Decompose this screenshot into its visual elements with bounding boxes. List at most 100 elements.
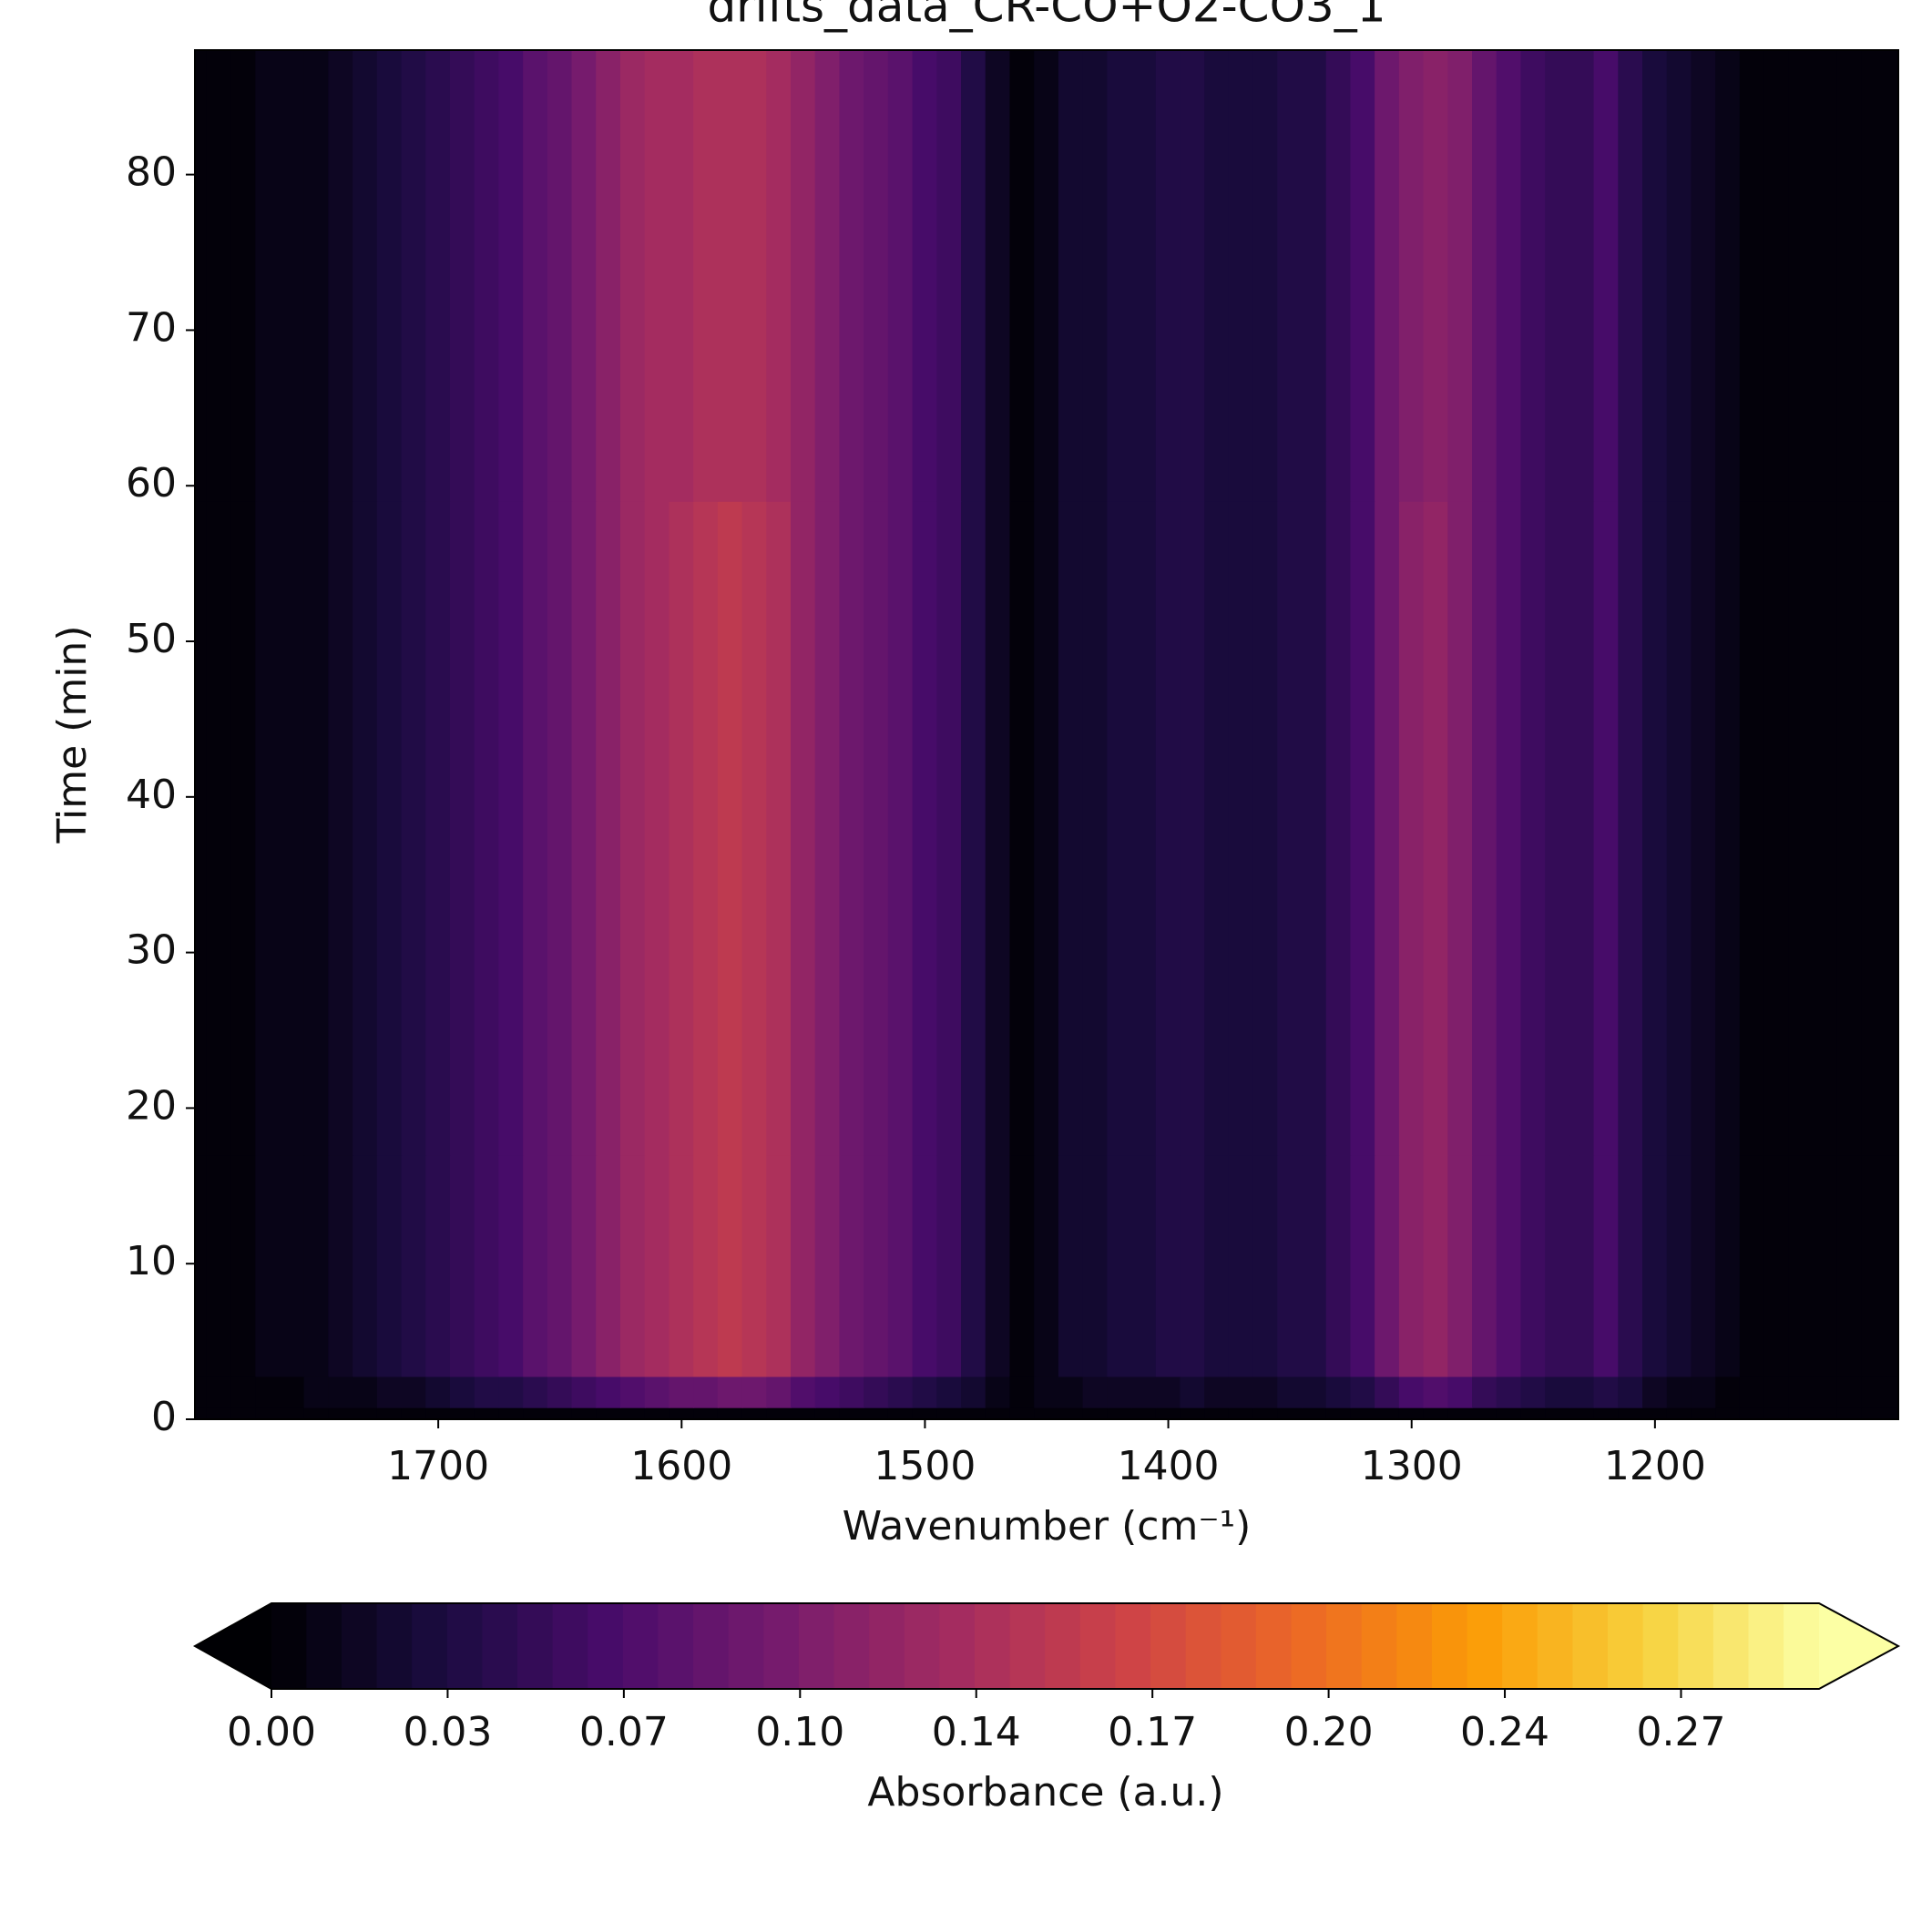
contour-cell: [596, 1376, 621, 1408]
contour-cell: [571, 1154, 598, 1377]
contour-cell: [1836, 1154, 1863, 1377]
contour-cell: [1423, 1154, 1449, 1377]
colorbar-swatch: [869, 1603, 905, 1689]
contour-cell: [328, 49, 354, 502]
contour-cell: [669, 500, 695, 1156]
contour-cell: [1252, 1407, 1279, 1420]
contour-cell: [791, 500, 816, 1156]
contour-cell: [450, 1154, 475, 1377]
contour-cell: [1155, 500, 1181, 1156]
contour-cell: [523, 1407, 548, 1420]
contour-cell: [1520, 1376, 1547, 1408]
contour-cell: [887, 1376, 914, 1408]
contour-cell: [376, 1376, 403, 1408]
contour-cell: [936, 1407, 962, 1420]
contour-cell: [961, 1407, 986, 1420]
contour-cell: [1715, 1407, 1741, 1420]
contour-cell: [644, 500, 670, 1156]
contour-cell: [644, 1376, 670, 1408]
contour-cell: [596, 1407, 621, 1420]
contour-cell: [1569, 1154, 1595, 1377]
contour-cell: [1155, 49, 1181, 502]
contour-cell: [1034, 500, 1059, 1156]
contour-cell: [1691, 1407, 1717, 1420]
colorbar-swatch: [306, 1603, 342, 1689]
contour-cell: [474, 1376, 500, 1408]
colorbar-tick-label: 0.07: [579, 1709, 669, 1755]
contour-cell: [1788, 49, 1814, 502]
y-tick-label: 40: [126, 772, 177, 818]
contour-cell: [280, 49, 305, 502]
contour-cell: [1009, 1154, 1036, 1377]
contour-cell: [498, 1407, 525, 1420]
colorbar-swatch: [1748, 1603, 1784, 1689]
contour-cell: [839, 1407, 865, 1420]
contour-cell: [401, 1154, 427, 1377]
contour-cell: [1691, 1376, 1717, 1408]
contour-cell: [985, 49, 1011, 502]
contour-cell: [303, 1407, 330, 1420]
contour-cell: [1691, 1154, 1717, 1377]
colorbar-swatch: [1431, 1603, 1468, 1689]
colorbar-swatch: [974, 1603, 1011, 1689]
contour-cell: [1447, 1154, 1473, 1377]
contour-cell: [280, 500, 305, 1156]
contour-cell: [280, 1376, 305, 1408]
contour-cell: [1423, 1407, 1449, 1420]
contour-cell: [523, 1154, 548, 1377]
contour-cell: [912, 1154, 938, 1377]
contour-cell: [1131, 1154, 1157, 1377]
contour-cell: [1325, 49, 1352, 502]
contour-cell: [571, 49, 598, 502]
contour-cell: [1447, 1407, 1473, 1420]
y-tick-label: 0: [151, 1394, 177, 1440]
contour-cell: [717, 49, 743, 502]
contour-cell: [206, 1407, 232, 1420]
contour-cell: [1180, 1154, 1206, 1377]
contour-cell: [1107, 1154, 1132, 1377]
contour-cell: [1813, 1154, 1838, 1377]
contour-cell: [864, 500, 889, 1156]
colorbar-swatch: [1572, 1603, 1609, 1689]
colorbar-swatch: [1115, 1603, 1151, 1689]
colorbar-swatch: [376, 1603, 413, 1689]
contour-cell: [1447, 49, 1473, 502]
contour-cell: [353, 500, 378, 1156]
contour-cell: [1302, 500, 1327, 1156]
contour-cell: [230, 49, 257, 502]
contour-cell: [1398, 1376, 1425, 1408]
colorbar-swatch: [482, 1603, 518, 1689]
contour-cell: [1666, 1154, 1692, 1377]
contour-cell: [425, 1376, 451, 1408]
contour-cell: [1569, 1376, 1595, 1408]
contour-cell: [596, 500, 621, 1156]
contour-cell: [1886, 1407, 1899, 1420]
contour-cell: [1447, 500, 1473, 1156]
contour-cell: [936, 500, 962, 1156]
contour-cell: [1277, 1154, 1303, 1377]
contour-cell: [376, 500, 403, 1156]
colorbar-swatch: [904, 1603, 940, 1689]
contour-cell: [1252, 1376, 1279, 1408]
colorbar-extend-max: [1819, 1603, 1898, 1689]
contour-cell: [450, 49, 475, 502]
colorbar-label: Absorbance (a.u.): [867, 1769, 1223, 1816]
contour-cell: [474, 1154, 500, 1377]
contour-cell: [474, 1407, 500, 1420]
contour-cell: [1228, 49, 1254, 502]
contour-cell: [791, 1376, 816, 1408]
contour-cell: [1715, 1376, 1741, 1408]
contour-cell: [1058, 1407, 1084, 1420]
colorbar-swatch: [1784, 1603, 1820, 1689]
contour-cell: [425, 1154, 451, 1377]
contour-cell: [1886, 1376, 1899, 1408]
x-tick-label: 1300: [1361, 1443, 1463, 1489]
contour-cell: [1398, 500, 1425, 1156]
contour-cell: [814, 1376, 841, 1408]
contour-cell: [547, 49, 573, 502]
contour-cell: [1813, 500, 1838, 1156]
colorbar-swatch: [1079, 1603, 1117, 1689]
contour-cell: [1763, 1376, 1790, 1408]
contour-cell: [1642, 49, 1668, 502]
contour-cell: [303, 49, 330, 502]
